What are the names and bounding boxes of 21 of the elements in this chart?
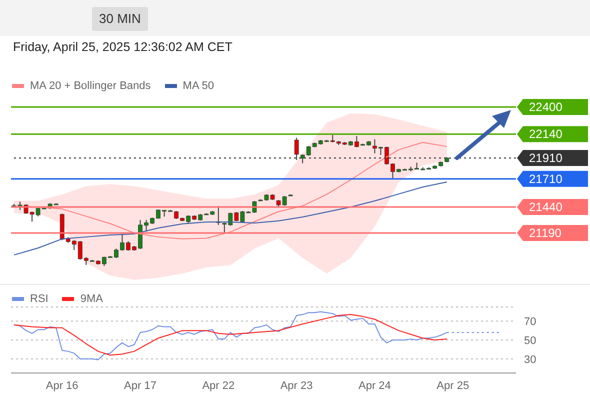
- ref-line-label: 22140: [529, 127, 563, 142]
- x-tick-label: Apr 24: [358, 380, 391, 392]
- x-tick-label: Apr 22: [202, 380, 235, 392]
- legend-label: RSI: [30, 293, 48, 305]
- ref-line-label: 21190: [529, 226, 562, 240]
- x-tick-label: Apr 17: [124, 380, 156, 392]
- y-tick-label: 50: [524, 334, 536, 347]
- legend-label: MA 50: [182, 80, 214, 92]
- text: 30 MIN: [92, 7, 148, 31]
- text: Friday, April 25, 2025 12:36:02 AM CET: [13, 40, 232, 54]
- x-tick-label: Apr 25: [436, 380, 470, 392]
- x-tick-label: Apr 23: [280, 380, 313, 392]
- x-tick-label: Apr 16: [46, 380, 78, 392]
- legend-label: MA 20 + Bollinger Bands: [30, 80, 151, 92]
- ref-line-label: 21440: [529, 200, 563, 214]
- y-tick-label: 70: [524, 316, 536, 328]
- ref-line-label: 21710: [529, 172, 563, 186]
- ref-line-label: 22400: [529, 100, 563, 114]
- y-tick-label: 30: [524, 354, 536, 366]
- legend-label: 9MA: [80, 293, 103, 305]
- ref-line-label: 21910: [529, 151, 563, 166]
